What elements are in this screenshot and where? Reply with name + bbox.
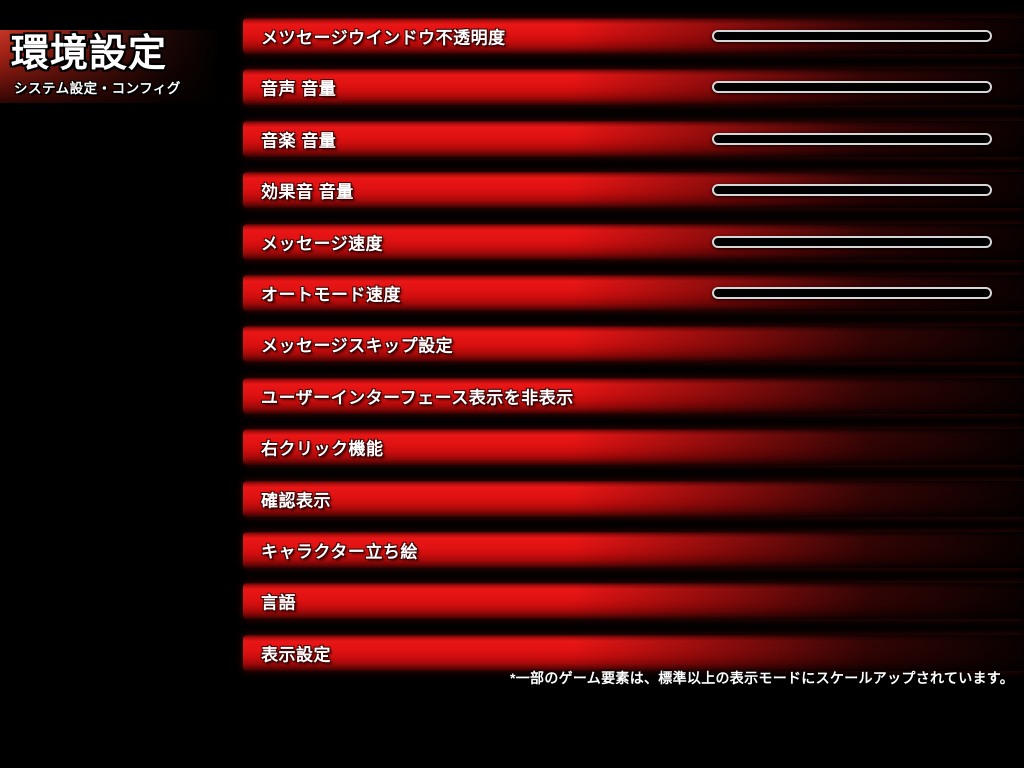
settings-row-label: 効果音 音量 — [261, 182, 354, 202]
settings-row[interactable]: キャラクター立ち絵 — [243, 531, 1024, 568]
settings-row[interactable]: 言語 — [243, 583, 1024, 620]
page-subtitle: システム設定・コンフィグ — [14, 81, 181, 96]
slider-track[interactable] — [712, 286, 992, 299]
settings-row-label: メッセージ速度 — [261, 234, 384, 254]
footnote-text: *一部のゲーム要素は、標準以上の表示モードにスケールアップされています。 — [509, 670, 1014, 686]
settings-row-label: メツセージウインドウ不透明度 — [261, 28, 506, 48]
page-title: 環境設定 — [11, 33, 168, 75]
settings-row-label: 確認表示 — [261, 491, 331, 511]
slider-track[interactable] — [712, 184, 992, 197]
settings-row-label: キャラクター立ち絵 — [261, 542, 418, 562]
settings-list: メツセージウインドウ不透明度 音声 音量音楽 音量効果音 音量メッセージ速度 オート… — [243, 18, 1024, 671]
slider-track[interactable] — [712, 30, 992, 42]
settings-row[interactable]: メッセージスキップ設定 — [243, 326, 1024, 363]
settings-row-label: 音声 音量 — [261, 79, 337, 99]
settings-row[interactable]: 表示設定 — [243, 634, 1024, 671]
settings-row-label: 音楽 音量 — [261, 131, 337, 151]
settings-row[interactable]: オートモード速度 — [243, 274, 1024, 311]
settings-row-label: 表示設定 — [261, 645, 331, 665]
settings-row-label: メッセージスキップ設定 — [261, 336, 454, 356]
settings-header: 環境設定 システム設定・コンフィグ — [0, 30, 233, 103]
settings-row-label: オートモード速度 — [261, 285, 401, 305]
slider-track[interactable] — [712, 235, 992, 248]
settings-row-label: ユーザーインターフェース表示を非表示 — [261, 388, 574, 408]
settings-row-label: 右クリック機能 — [261, 439, 384, 459]
slider-track[interactable] — [712, 81, 992, 94]
settings-row[interactable]: 音楽 音量 — [243, 120, 1024, 157]
settings-row[interactable]: 右クリック機能 — [243, 429, 1024, 466]
settings-row[interactable]: 音声 音量 — [243, 69, 1024, 106]
settings-row[interactable]: 効果音 音量 — [243, 172, 1024, 209]
settings-row[interactable]: ユーザーインターフェース表示を非表示 — [243, 377, 1024, 414]
slider-track[interactable] — [712, 132, 992, 145]
settings-row[interactable]: 確認表示 — [243, 480, 1024, 517]
settings-row-label: 言語 — [261, 593, 296, 613]
settings-row[interactable]: メッセージ速度 — [243, 223, 1024, 260]
settings-row[interactable]: メツセージウインドウ不透明度 — [243, 18, 1024, 54]
